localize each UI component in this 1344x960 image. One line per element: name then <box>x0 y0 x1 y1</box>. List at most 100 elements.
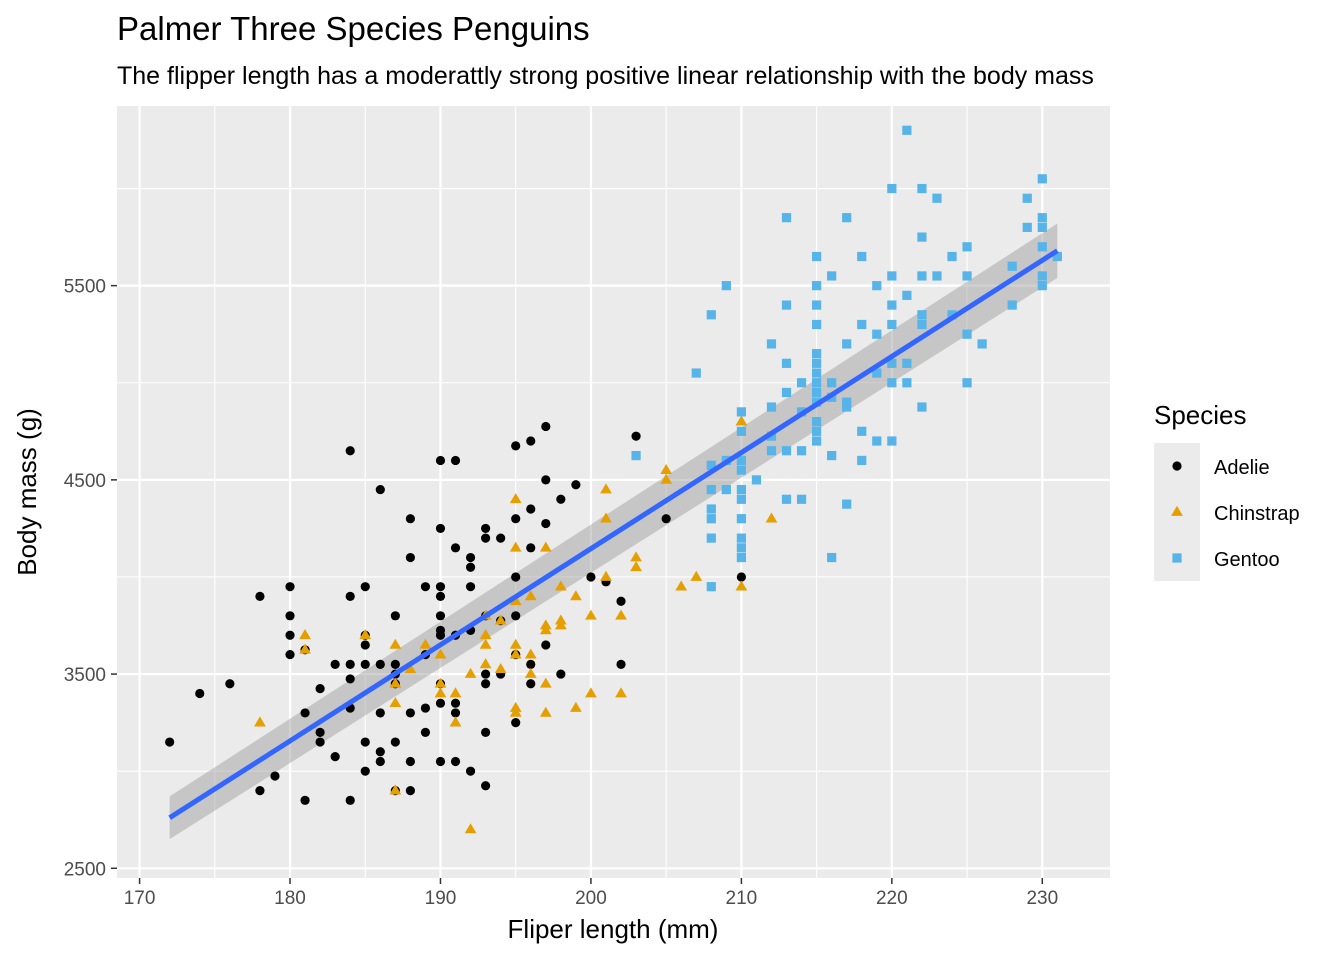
legend-label-gentoo: Gentoo <box>1214 549 1280 571</box>
data-point-gentoo <box>1052 251 1062 262</box>
data-point-gentoo <box>781 387 792 398</box>
x-tick-label: 220 <box>876 888 908 909</box>
data-point-adelie <box>556 669 566 679</box>
data-point-chinstrap <box>660 473 673 484</box>
data-point-adelie <box>300 795 310 805</box>
data-point-adelie <box>541 421 551 432</box>
data-point-adelie <box>586 572 596 582</box>
x-tick-label: 200 <box>575 888 607 909</box>
data-point-adelie <box>661 514 671 524</box>
data-point-gentoo <box>932 271 942 281</box>
data-point-adelie <box>481 679 491 689</box>
data-point-gentoo <box>736 426 746 436</box>
data-point-gentoo <box>812 436 822 446</box>
data-point-chinstrap <box>539 706 552 717</box>
legend-key-adelie <box>1172 461 1182 471</box>
data-point-chinstrap <box>479 638 492 649</box>
data-point-gentoo <box>736 494 746 504</box>
data-point-chinstrap <box>554 580 567 591</box>
y-tick-label: 5500 <box>64 277 106 298</box>
data-point-gentoo <box>902 378 912 388</box>
data-point-gentoo <box>902 290 912 300</box>
data-point-chinstrap <box>524 667 537 678</box>
data-point-adelie <box>435 698 446 708</box>
data-point-adelie <box>285 650 295 660</box>
data-point-chinstrap <box>735 415 748 426</box>
data-point-gentoo <box>827 378 837 388</box>
data-point-gentoo <box>781 358 792 368</box>
data-point-gentoo <box>736 465 746 475</box>
data-point-chinstrap <box>509 493 522 504</box>
data-point-gentoo <box>1007 300 1017 310</box>
data-point-chinstrap <box>569 701 582 712</box>
data-point-adelie <box>375 747 385 757</box>
data-point-adelie <box>526 659 536 669</box>
data-point-chinstrap <box>494 614 507 625</box>
data-point-gentoo <box>812 387 822 398</box>
data-point-gentoo <box>736 533 746 543</box>
data-point-chinstrap <box>600 483 612 494</box>
data-point-gentoo <box>1022 193 1032 203</box>
data-point-chinstrap <box>585 609 597 620</box>
data-point-chinstrap <box>630 551 642 562</box>
data-point-gentoo <box>766 446 777 456</box>
data-point-gentoo <box>812 358 822 368</box>
legend-label-adelie: Adelie <box>1214 457 1270 479</box>
data-point-adelie <box>481 533 491 543</box>
data-point-adelie <box>405 756 415 767</box>
data-point-chinstrap <box>434 677 447 688</box>
data-point-chinstrap <box>359 629 372 640</box>
data-point-gentoo <box>706 514 716 524</box>
trend-line-layer <box>168 248 1059 820</box>
data-point-adelie <box>195 688 205 699</box>
axes: 170 180 190 200 210 220 230 2500 3500 4500 5500 <box>64 277 1058 909</box>
series-chinstrap <box>254 415 778 834</box>
data-point-adelie <box>330 659 340 669</box>
data-point-gentoo <box>887 183 897 194</box>
data-point-adelie <box>255 786 265 796</box>
data-point-chinstrap <box>389 677 402 688</box>
data-point-adelie <box>390 611 400 621</box>
data-point-chinstrap <box>585 687 597 698</box>
data-point-adelie <box>435 455 446 466</box>
data-point-adelie <box>345 674 355 684</box>
data-point-adelie <box>541 518 551 529</box>
data-point-adelie <box>736 572 746 582</box>
data-point-adelie <box>330 752 340 762</box>
data-point-chinstrap <box>299 643 311 654</box>
data-point-adelie <box>556 494 566 504</box>
data-point-adelie <box>375 708 385 718</box>
data-point-adelie <box>496 533 506 543</box>
data-point-chinstrap <box>660 463 673 474</box>
data-point-gentoo <box>917 271 927 281</box>
data-point-adelie <box>450 756 461 767</box>
data-point-adelie <box>315 727 325 737</box>
data-point-chinstrap <box>539 677 552 688</box>
data-point-gentoo <box>917 183 927 194</box>
data-point-adelie <box>465 562 476 572</box>
data-point-gentoo <box>932 193 942 203</box>
data-point-adelie <box>465 766 476 776</box>
data-point-adelie <box>465 552 476 563</box>
data-point-gentoo <box>812 319 822 330</box>
data-point-gentoo <box>887 358 897 368</box>
data-point-chinstrap <box>479 629 492 640</box>
y-axis-title: Body mass (g) <box>12 408 42 576</box>
data-point-chinstrap <box>449 687 462 698</box>
data-point-adelie <box>435 582 446 592</box>
data-point-adelie <box>360 582 370 592</box>
data-point-gentoo <box>766 402 777 412</box>
data-point-gentoo <box>796 494 807 504</box>
data-point-gentoo <box>736 514 746 524</box>
data-point-chinstrap <box>509 541 522 552</box>
data-point-chinstrap <box>509 706 522 717</box>
data-point-chinstrap <box>449 716 462 727</box>
data-point-adelie <box>405 786 415 796</box>
data-point-adelie <box>481 727 491 737</box>
data-point-adelie <box>165 737 175 747</box>
data-point-chinstrap <box>615 609 627 620</box>
data-point-gentoo <box>872 436 882 446</box>
data-point-gentoo <box>736 543 746 553</box>
data-point-adelie <box>360 640 370 650</box>
trend-line <box>168 248 1059 820</box>
